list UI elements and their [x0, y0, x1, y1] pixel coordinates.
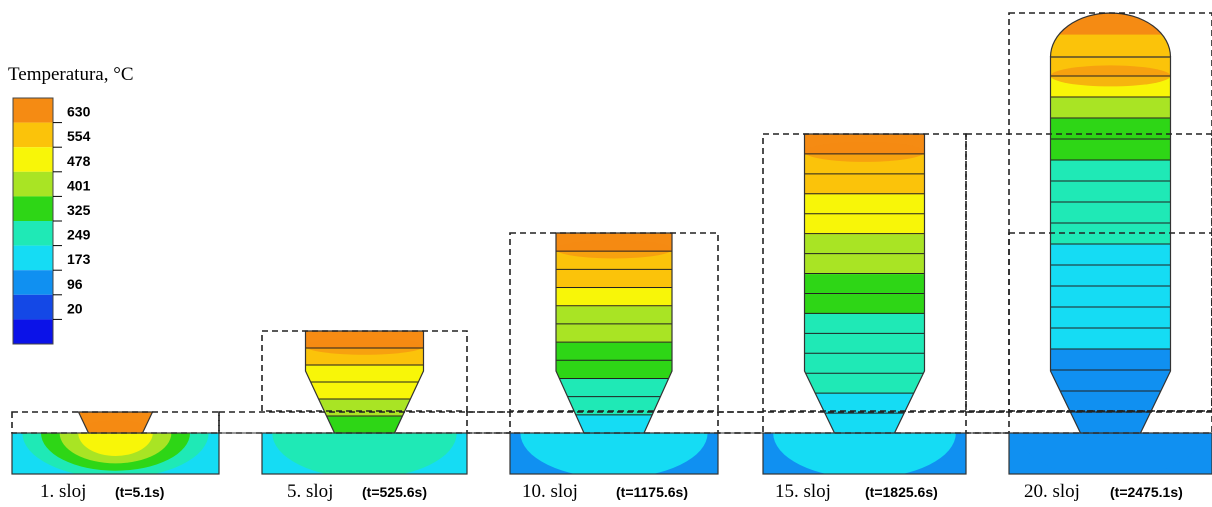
wall-layer	[1050, 139, 1171, 161]
legend-tick-label: 554	[67, 128, 91, 144]
wall-layer	[804, 413, 925, 433]
domain-box-dashed	[1008, 12, 1212, 412]
stage-caption: 15. sloj	[775, 481, 831, 502]
wall-layer	[804, 313, 925, 334]
domain-box-dashed	[762, 133, 967, 412]
substrate-heat-zone	[1019, 433, 1202, 474]
stage-captions: 1. sloj (t=5.1s) 5. sloj (t=525.6s) 10. sloj…	[40, 481, 1183, 502]
wall-layer	[1050, 265, 1171, 287]
wall-layer	[1050, 34, 1171, 56]
legend-tick-label: 401	[67, 177, 91, 193]
stage-4	[717, 133, 1010, 475]
legend-tick-label: 325	[67, 202, 91, 218]
stage-caption: 5. sloj	[287, 481, 333, 502]
legend-tick-label: 478	[67, 153, 91, 169]
temperature-legend: Temperatura, °C 630 554 478 401 325 249 173 96 2…	[8, 64, 134, 345]
substrate-heat-zone	[520, 433, 708, 474]
legend-color-cell	[13, 294, 53, 320]
wall-layer	[305, 399, 424, 417]
wall-layer	[1050, 328, 1171, 350]
domain-box-dashed	[261, 330, 468, 412]
wall-layer	[556, 287, 672, 307]
wall-layer	[305, 416, 424, 433]
wall-layer	[556, 342, 672, 361]
wall-layer	[804, 213, 925, 235]
wall-layer	[556, 269, 672, 289]
legend-color-cell	[13, 245, 53, 271]
legend-color-cell	[13, 122, 53, 148]
wall-layer	[1050, 370, 1171, 392]
stage-time: (t=5.1s)	[115, 484, 164, 500]
wall-layer	[1050, 181, 1171, 203]
wall-layer	[1050, 244, 1171, 266]
domain-box-dashed	[218, 411, 511, 434]
wall-layer	[804, 273, 925, 295]
wall-layer	[804, 193, 925, 215]
legend-color-cell	[13, 98, 53, 123]
legend-color-cell	[13, 147, 53, 172]
deposited-wall	[556, 233, 672, 433]
wall-layer	[804, 253, 925, 275]
wall-layer	[1050, 412, 1171, 433]
wall-layer	[1050, 286, 1171, 308]
wall-layer	[804, 393, 925, 414]
wall-layer	[1050, 391, 1171, 413]
deposited-wall	[78, 412, 153, 433]
domain-box-dashed	[509, 232, 719, 412]
legend-tick-labels: 630 554 478 401 325 249 173 96 20	[53, 104, 91, 320]
legend-title: Temperatura, °C	[8, 64, 134, 85]
stage-caption: 10. sloj	[522, 481, 578, 502]
stage-caption: 20. sloj	[1024, 481, 1080, 502]
stage-time: (t=525.6s)	[362, 484, 427, 500]
legend-color-cell	[13, 319, 53, 344]
legend-colorbar	[12, 97, 54, 345]
legend-tick-label: 96	[67, 276, 83, 292]
legend-tick-label: 173	[67, 251, 91, 267]
wall-layer	[804, 293, 925, 314]
substrate-heat-zone	[272, 433, 457, 474]
wall-layer	[804, 353, 925, 374]
legend-color-cell	[13, 270, 53, 295]
substrate-heat-zone	[22, 433, 209, 474]
legend-color-cell	[13, 196, 53, 221]
wall-layer	[1050, 202, 1171, 224]
wall-layer	[556, 323, 672, 343]
stage-5	[965, 12, 1212, 475]
legend-color-cell	[13, 171, 53, 197]
wall-layer	[305, 365, 424, 383]
wall-layer	[1050, 118, 1171, 140]
legend-tick-label: 20	[67, 300, 83, 316]
stage-1	[11, 411, 220, 475]
legend-tick-label: 630	[67, 104, 91, 120]
domain-box-dashed	[717, 411, 1010, 434]
wall-layer	[804, 373, 925, 394]
deposition-stages	[11, 12, 1212, 475]
stage-time: (t=1175.6s)	[616, 484, 688, 500]
deposited-wall	[305, 331, 424, 433]
stage-3	[466, 232, 764, 475]
stage-caption: 1. sloj	[40, 481, 86, 502]
wall-layer	[1050, 307, 1171, 329]
stage-time: (t=2475.1s)	[1110, 484, 1183, 500]
wall-layer	[1050, 13, 1171, 35]
stage-time: (t=1825.6s)	[865, 484, 938, 500]
legend-color-cell	[13, 221, 53, 246]
wall-layer	[1050, 97, 1171, 119]
wall-layer	[1050, 160, 1171, 182]
wall-layer	[804, 233, 925, 255]
wall-layer	[1050, 349, 1171, 371]
substrate-heat-zone	[773, 433, 956, 474]
deposited-wall	[1050, 13, 1171, 433]
wall-layer	[556, 360, 672, 380]
wall-layer	[804, 173, 925, 195]
wall-layer	[556, 378, 672, 398]
wall-layer	[804, 333, 925, 354]
wall-layer	[556, 305, 672, 325]
legend-tick-label: 249	[67, 227, 91, 243]
deposited-wall	[804, 134, 925, 433]
stage-2	[218, 330, 511, 475]
wall-layer	[305, 382, 424, 400]
wall-layer	[556, 414, 672, 433]
